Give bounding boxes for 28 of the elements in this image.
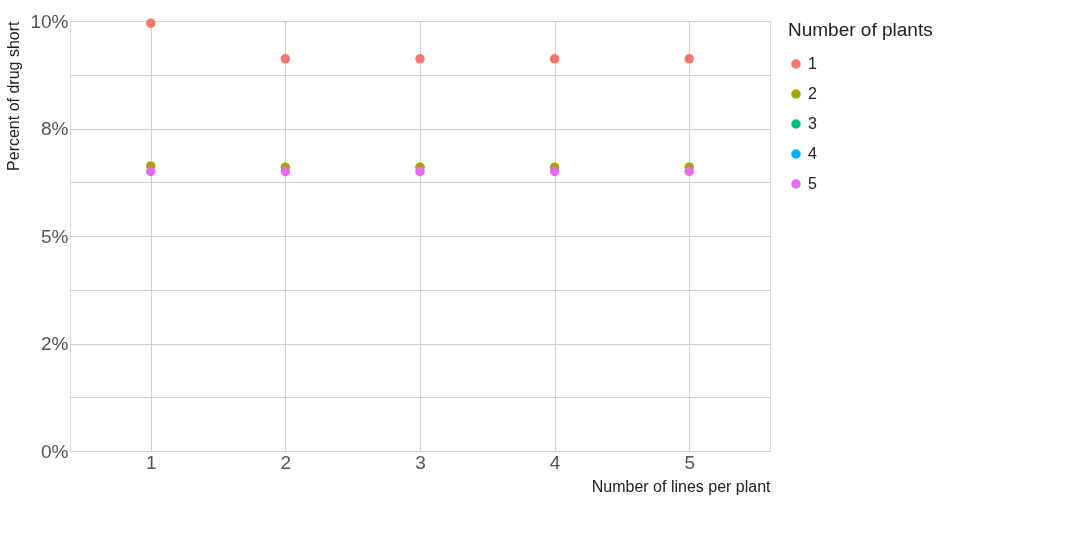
y-axis-title: Percent of drug short xyxy=(5,20,23,171)
legend-label: 5 xyxy=(808,175,817,192)
x-tick-label: 4 xyxy=(549,451,561,473)
legend-label: 1 xyxy=(808,55,817,72)
point xyxy=(280,166,291,177)
point xyxy=(280,54,291,64)
x-tick-label: 5 xyxy=(684,451,696,473)
point xyxy=(684,54,694,64)
legend-label: 4 xyxy=(808,145,817,162)
point xyxy=(146,18,156,28)
y-tick-label: 8% xyxy=(41,118,69,139)
point xyxy=(684,166,694,177)
point xyxy=(415,54,425,64)
x-tick-label: 2 xyxy=(280,451,292,473)
x-axis-title: Number of lines per plant xyxy=(591,477,772,495)
legend-title: Number of plants xyxy=(788,19,933,40)
y-tick-label: 2% xyxy=(41,333,69,354)
point xyxy=(415,166,425,177)
x-tick-label: 1 xyxy=(145,451,157,473)
y-tick-label: 5% xyxy=(41,225,69,247)
point xyxy=(549,166,560,177)
point xyxy=(146,166,156,177)
x-tick-label: 3 xyxy=(415,451,426,473)
legend-label: 3 xyxy=(808,115,817,132)
y-tick-label: 0% xyxy=(41,440,69,462)
legend-label: 2 xyxy=(808,85,817,102)
y-tick-label: 10% xyxy=(30,10,69,32)
point xyxy=(549,54,560,64)
